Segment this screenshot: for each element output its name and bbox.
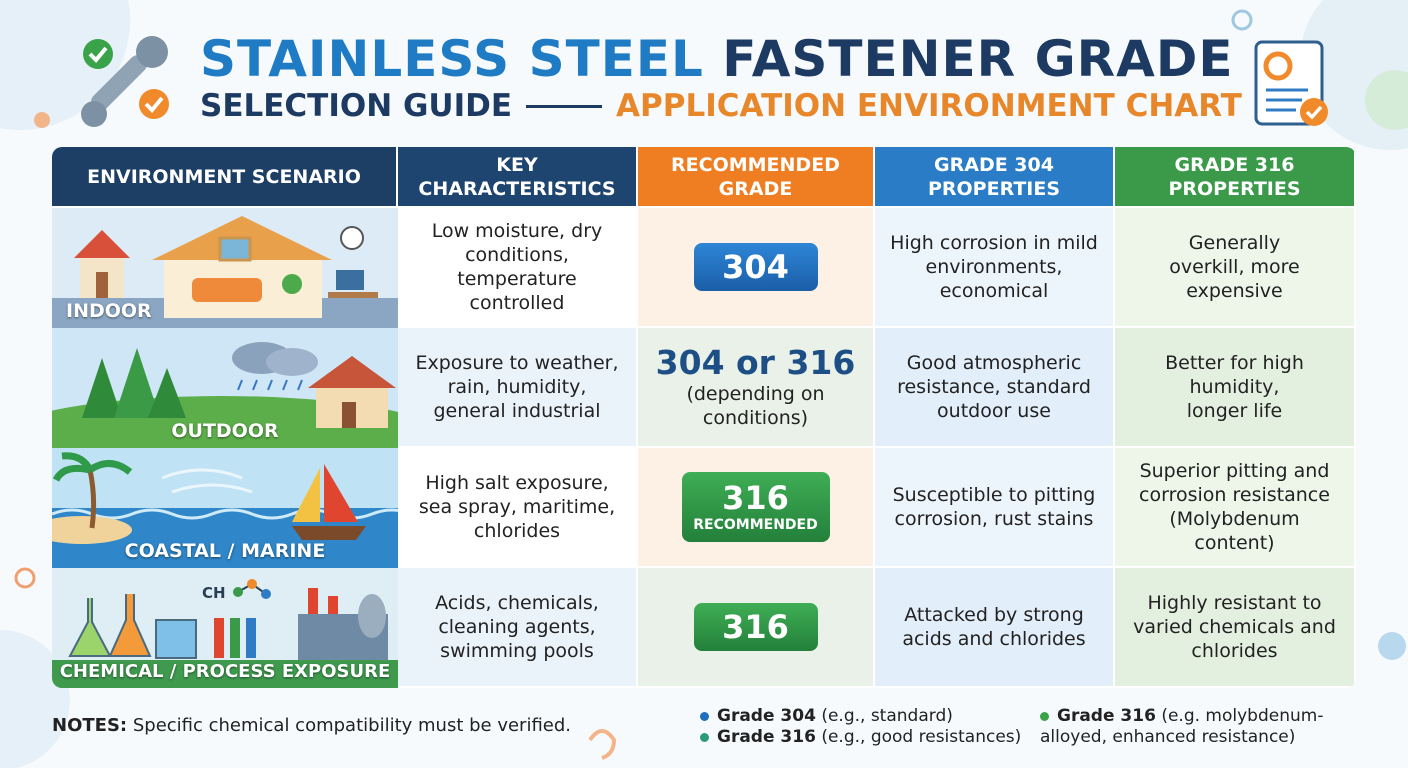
title-part: STAINLESS STEEL bbox=[200, 30, 704, 88]
chemical-illustration: CH bbox=[52, 579, 398, 688]
grade: 304 bbox=[722, 248, 789, 286]
notes-label: NOTES: bbox=[52, 715, 128, 736]
legend-label: Grade 316 bbox=[1057, 706, 1156, 726]
grade-cell: 316 bbox=[638, 568, 875, 688]
grade316-cell: Superior pitting and corrosion resistanc… bbox=[1115, 448, 1356, 568]
legend-text: (e.g., standard) bbox=[821, 706, 953, 726]
scenario-cell: COASTAL / MARINE bbox=[52, 448, 398, 570]
grade-note: (depending on conditions) bbox=[686, 383, 825, 429]
grade-badge: 316 bbox=[693, 603, 818, 651]
legend-item: Grade 316 (e.g. molybdenum-alloyed, enha… bbox=[1040, 706, 1370, 748]
grade316-cell: Better for high humidity, longer life bbox=[1115, 328, 1356, 448]
subtitle-part: APPLICATION ENVIRONMENT CHART bbox=[616, 88, 1242, 124]
column-header: RECOMMENDED GRADE bbox=[638, 147, 875, 208]
scenario-cell: OUTDOOR bbox=[52, 328, 398, 450]
column-header: KEY CHARACTERISTICS bbox=[398, 147, 638, 208]
legend-item: Grade 316 (e.g., good resistances) bbox=[700, 727, 1021, 748]
grade-badge: 316 RECOMMENDED bbox=[681, 472, 830, 542]
grade: 316 bbox=[722, 479, 789, 517]
legend-label: Grade 316 bbox=[717, 727, 816, 747]
grade: 304 or 316 bbox=[655, 343, 856, 382]
coastal-illustration bbox=[52, 452, 398, 568]
grade304-cell: Attacked by strong acids and chlorides bbox=[875, 568, 1115, 688]
subtitle: SELECTION GUIDE APPLICATION ENVIRONMENT … bbox=[200, 88, 1242, 124]
grade304-cell: Good atmospheric resistance, standard ou… bbox=[875, 328, 1115, 448]
column-header: ENVIRONMENT SCENARIO bbox=[52, 147, 398, 208]
grade-cell: 316 RECOMMENDED bbox=[638, 448, 875, 568]
grade316-cell: Generally overkill, more expensive bbox=[1115, 208, 1356, 328]
grade: 316 bbox=[722, 608, 789, 646]
legend-item: Grade 304 (e.g., standard) bbox=[700, 706, 1021, 727]
column-header: GRADE 304 PROPERTIES bbox=[875, 147, 1115, 208]
table: ENVIRONMENT SCENARIO KEY CHARACTERISTICS… bbox=[52, 147, 1356, 688]
title: STAINLESS STEEL FASTENER GRADE bbox=[200, 30, 1234, 88]
notes-text: Specific chemical compatibility must be … bbox=[132, 715, 572, 736]
grade304-cell: High corrosion in mild environments, eco… bbox=[875, 208, 1115, 328]
title-part: FASTENER GRADE bbox=[722, 30, 1234, 88]
characteristics-cell: Low moisture, dry conditions, temperatur… bbox=[398, 208, 638, 328]
grade304-cell: Susceptible to pitting corrosion, rust s… bbox=[875, 448, 1115, 568]
scenario-cell: CH CHEMICAL / PROCESS EXPOSURE bbox=[52, 568, 398, 688]
scenario-label: INDOOR bbox=[66, 300, 152, 322]
legend-text: (e.g., good resistances) bbox=[821, 727, 1022, 747]
indoor-illustration bbox=[52, 216, 398, 328]
legend: Grade 304 (e.g., standard) Grade 316 (e.… bbox=[700, 706, 1021, 748]
notes: NOTES: Specific chemical compatibility m… bbox=[52, 715, 571, 736]
outdoor-illustration bbox=[52, 342, 398, 448]
characteristics-cell: High salt exposure, sea spray, maritime,… bbox=[398, 448, 638, 568]
legend-text: (e.g. molybdenum-alloyed, enhanced resis… bbox=[1040, 706, 1324, 747]
illustration-text: CH bbox=[202, 584, 226, 602]
scenario-label: OUTDOOR bbox=[171, 420, 279, 442]
scenario-label: COASTAL / MARINE bbox=[124, 540, 326, 562]
subtitle-part: SELECTION GUIDE bbox=[200, 88, 513, 124]
characteristics-cell: Exposure to weather, rain, humidity, gen… bbox=[398, 328, 638, 448]
scenario-cell: INDOOR bbox=[52, 208, 398, 330]
characteristics-cell: Acids, chemicals, cleaning agents, swimm… bbox=[398, 568, 638, 688]
grade-cell: 304 bbox=[638, 208, 875, 328]
legend-label: Grade 304 bbox=[717, 706, 816, 726]
grade-cell: 304 or 316 (depending on conditions) bbox=[638, 328, 875, 448]
grade-badge: 304 bbox=[693, 243, 818, 291]
grade-note: RECOMMENDED bbox=[693, 517, 818, 533]
column-header: GRADE 316 PROPERTIES bbox=[1115, 147, 1356, 208]
grade316-cell: Highly resistant to varied chemicals and… bbox=[1115, 568, 1356, 688]
scenario-label: CHEMICAL / PROCESS EXPOSURE bbox=[59, 661, 391, 682]
separator bbox=[526, 104, 603, 108]
